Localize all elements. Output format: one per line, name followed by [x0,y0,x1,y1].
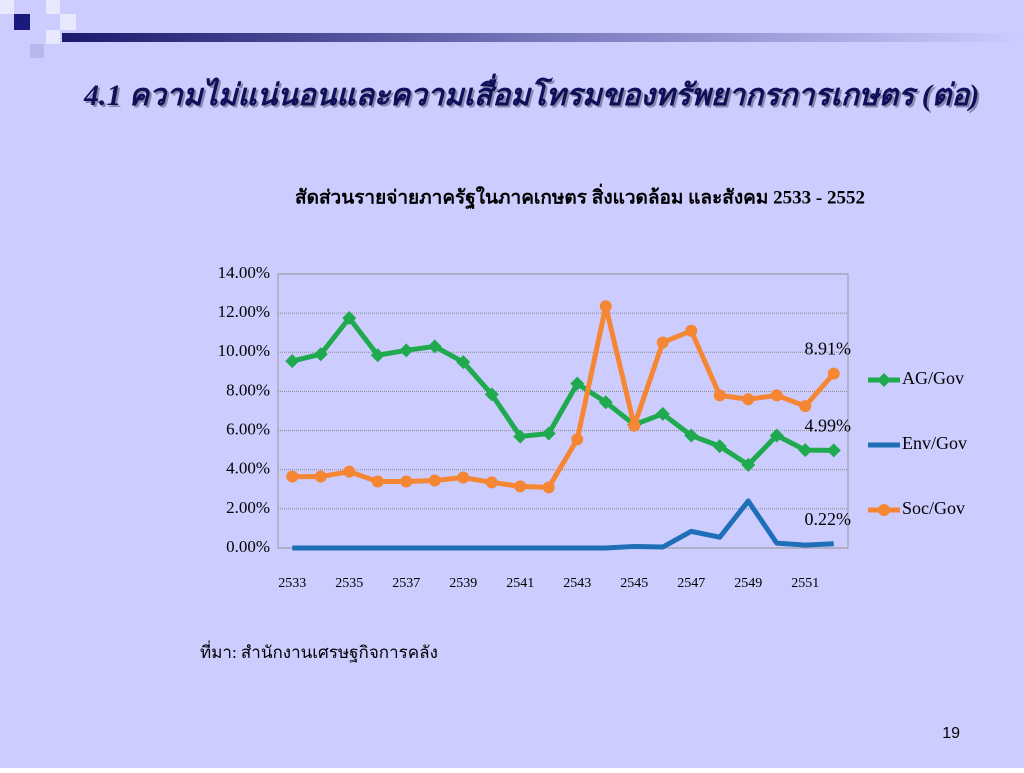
x-tick-label: 2551 [791,576,819,591]
marker [655,406,670,421]
y-tick-label: 2.00% [226,498,270,517]
marker [741,457,756,472]
marker [427,339,442,354]
y-tick-label: 4.00% [226,459,270,478]
marker [827,367,840,380]
marker [313,347,328,362]
chart-title: สัดส่วนรายจ่ายภาครัฐในภาคเกษตร สิ่งแวดล้… [295,183,865,210]
x-tick-label: 2549 [734,576,762,591]
marker [485,476,498,489]
marker [371,475,384,488]
marker [285,354,300,369]
y-tick-label: 12.00% [218,302,270,321]
legend-label: Env/Gov [902,433,967,453]
marker [570,376,585,391]
decoration [0,0,1024,58]
line [292,498,834,551]
x-tick-label: 2533 [278,576,306,591]
y-tick-label: 0.00% [226,537,270,556]
marker [342,311,357,326]
x-tick-label: 2535 [335,576,363,591]
legend-label: Soc/Gov [902,498,965,518]
legend-label: AG/Gov [902,368,964,388]
marker [399,343,414,358]
marker [514,480,527,493]
marker [457,471,470,484]
marker [571,433,584,446]
marker [484,387,499,402]
marker [428,474,441,487]
legend-marker [878,504,890,516]
y-tick-label: 6.00% [226,419,270,438]
marker [400,475,413,488]
source: ที่มา: สำนักงานเศรษฐกิจการคลัง [200,640,438,663]
x-tick-label: 2547 [677,576,705,591]
marker [770,389,783,402]
marker [598,395,613,410]
marker [684,428,699,443]
marker [769,428,784,443]
marker [314,470,327,483]
legend-marker [877,373,891,387]
marker [712,439,727,454]
marker [370,348,385,363]
y-tick-label: 10.00% [218,341,270,360]
x-tick-label: 2537 [392,576,420,591]
marker [798,443,813,458]
x-tick-label: 2543 [563,576,591,591]
marker [343,465,356,478]
x-tick-label: 2541 [506,576,534,591]
data-label: 4.99% [805,415,852,435]
marker [628,419,641,432]
y-tick-label: 8.00% [226,380,270,399]
x-tick-label: 2545 [620,576,648,591]
marker [542,481,555,494]
marker [599,300,612,313]
marker [742,393,755,406]
marker [713,389,726,402]
y-tick-label: 14.00% [218,263,270,282]
marker [685,324,698,337]
marker [541,426,556,441]
marker [513,429,528,444]
slide-title: 4.1 ความไม่แน่นอนและความเสื่อมโทรมของทรั… [83,73,979,112]
marker [286,470,299,483]
marker [826,443,841,458]
data-label: 0.22% [805,509,852,529]
marker [656,336,669,349]
x-tick-label: 2539 [449,576,477,591]
page-number: 19 [942,725,960,742]
marker [799,400,812,413]
slide-title-shadow: 4.1 ความไม่แน่นอนและความเสื่อมโทรมของทรั… [85,75,981,114]
data-label: 8.91% [805,339,852,359]
marker [456,355,471,370]
